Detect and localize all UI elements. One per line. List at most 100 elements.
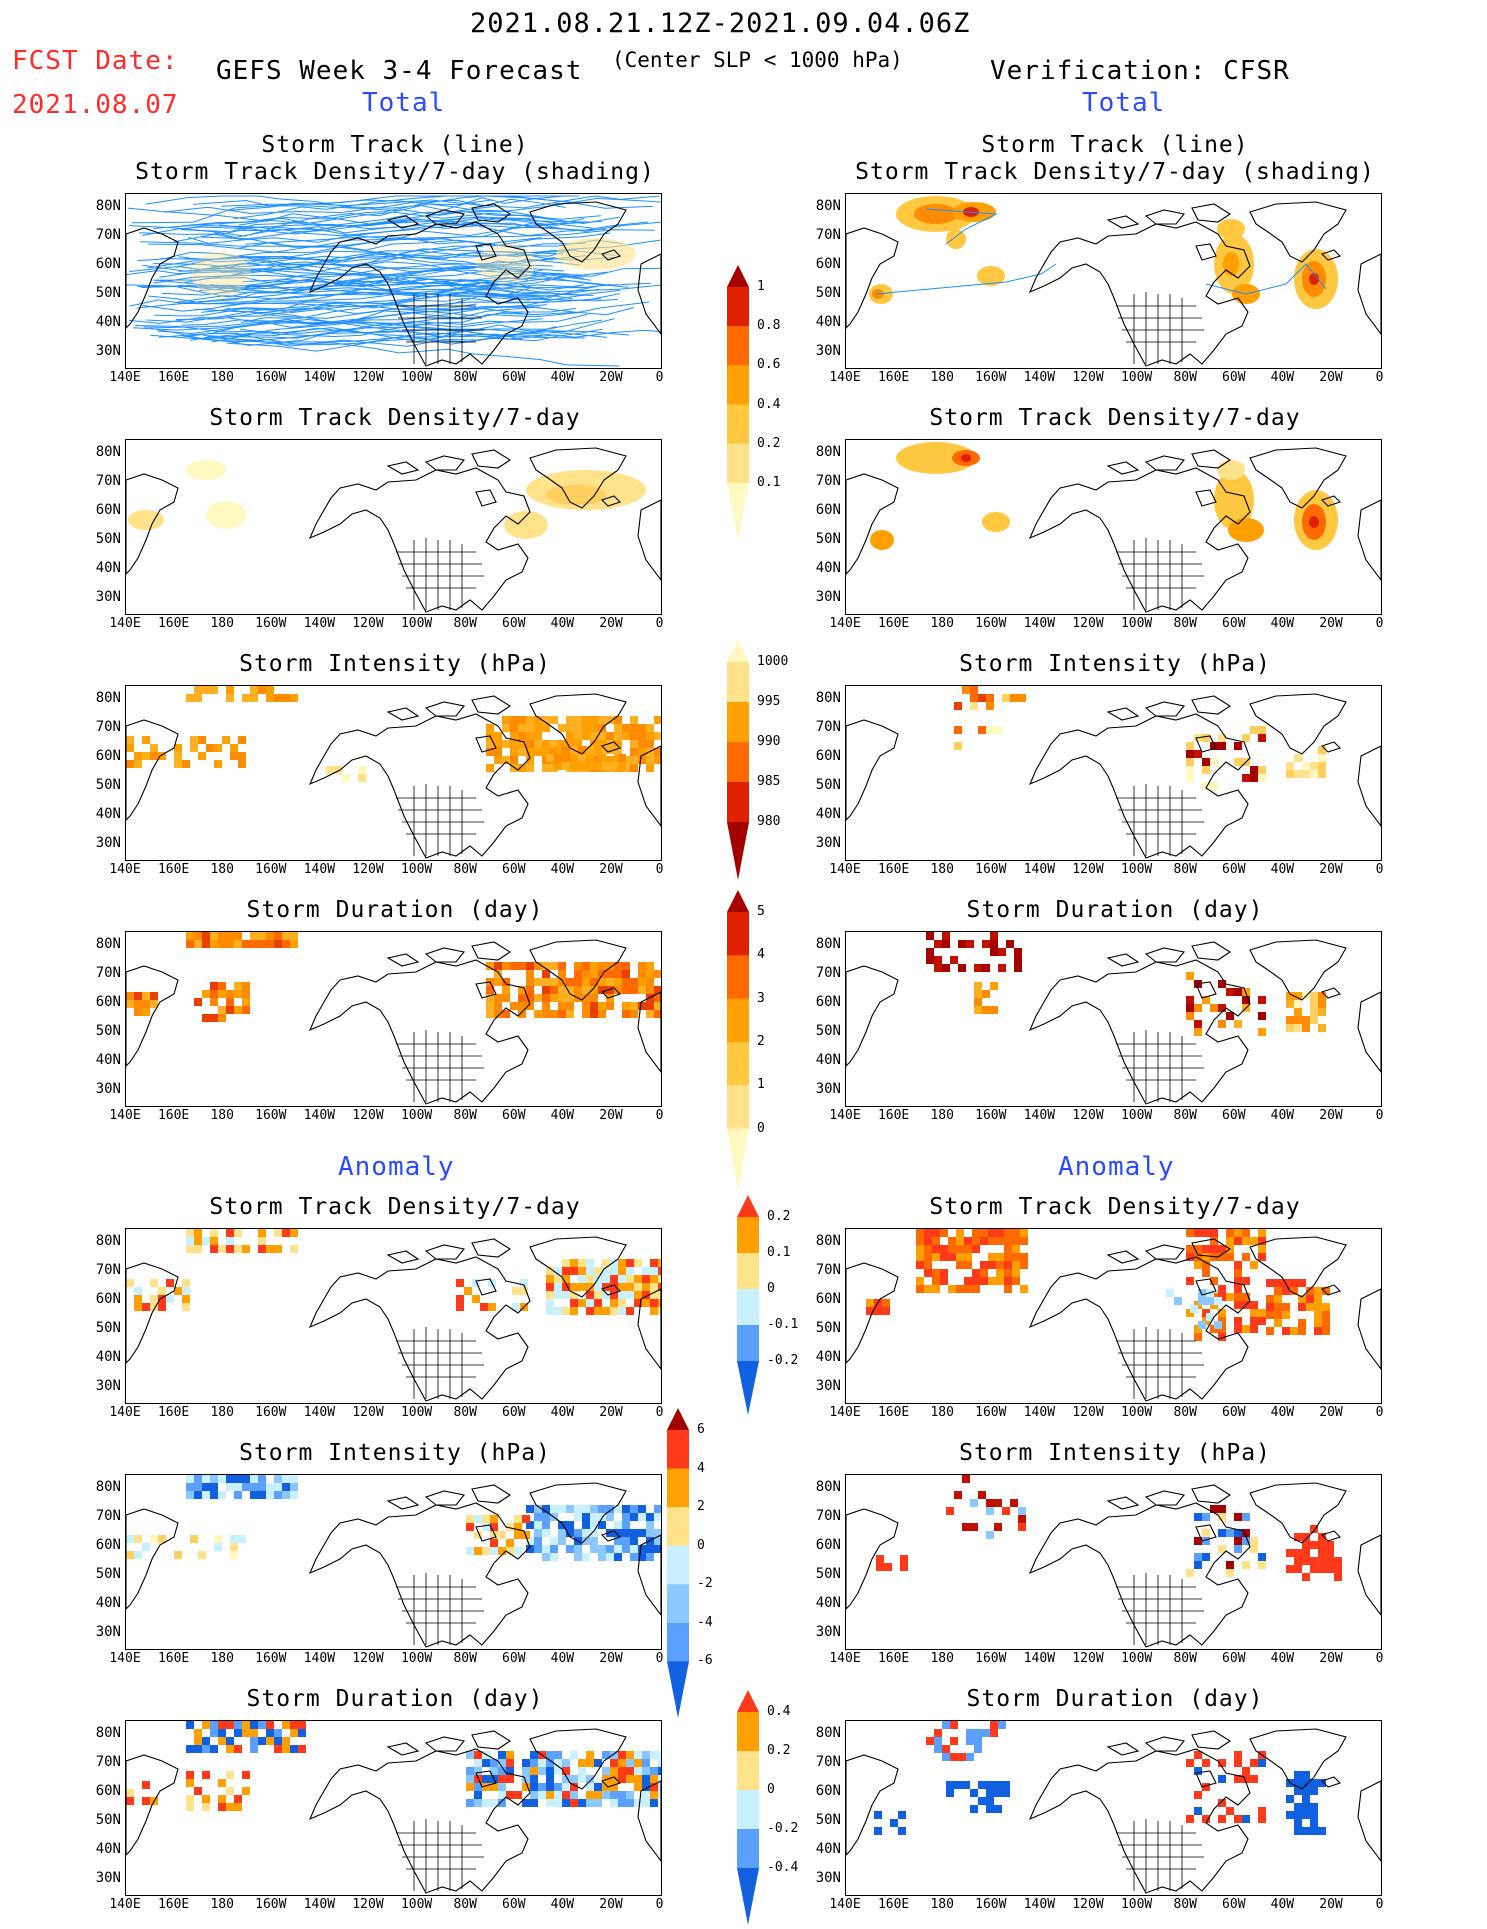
shaded-cell xyxy=(650,1267,658,1275)
shaded-cell xyxy=(1250,1537,1258,1545)
shaded-cell xyxy=(950,1737,958,1745)
shaded-cell xyxy=(174,1551,182,1559)
x-tick-label: 140W xyxy=(1023,1651,1056,1666)
shaded-cell xyxy=(526,1505,534,1513)
x-tick-label: 20W xyxy=(1319,1651,1343,1666)
shaded-cell xyxy=(290,1475,298,1483)
shaded-cell xyxy=(274,1745,282,1753)
shaded-cell xyxy=(1012,1269,1020,1277)
x-tick-label: 20W xyxy=(599,370,623,385)
coastline xyxy=(386,1742,420,1756)
coastline xyxy=(1357,991,1381,1073)
shaded-cell xyxy=(634,1799,642,1807)
storm-track-line xyxy=(1205,263,1327,295)
y-tick-label: 70N xyxy=(95,227,121,243)
shaded-cell xyxy=(554,1759,562,1767)
shaded-cell xyxy=(242,694,250,702)
shaded-cell xyxy=(494,732,502,740)
shaded-cell xyxy=(642,1751,650,1759)
shaded-cell xyxy=(972,1277,980,1285)
shaded-cell xyxy=(618,1751,626,1759)
shaded-cell xyxy=(606,756,614,764)
shaded-cell xyxy=(926,948,934,956)
shaded-cell xyxy=(482,1515,490,1523)
shaded-cell xyxy=(966,1737,974,1745)
density-blob xyxy=(206,501,246,529)
shaded-cell xyxy=(586,1775,594,1783)
shaded-cell xyxy=(142,736,150,744)
shaded-cell xyxy=(474,1547,482,1555)
shaded-cell xyxy=(1226,1237,1234,1245)
shaded-cell xyxy=(626,1751,634,1759)
coastline xyxy=(308,713,531,859)
shaded-cell xyxy=(574,1545,582,1553)
shaded-cell xyxy=(570,1791,578,1799)
shaded-cell xyxy=(658,1759,661,1767)
shaded-cell xyxy=(202,1475,210,1483)
shaded-cell xyxy=(606,740,614,748)
shaded-cell xyxy=(502,978,510,986)
shaded-cell xyxy=(1318,1024,1326,1032)
shaded-cell xyxy=(978,1797,986,1805)
coastline xyxy=(475,243,497,261)
storm-track-line xyxy=(145,195,494,211)
shaded-cell xyxy=(274,1737,282,1745)
shaded-cell xyxy=(566,1521,574,1529)
shaded-cell xyxy=(598,1002,606,1010)
shaded-cell xyxy=(1186,750,1194,758)
coastline xyxy=(386,215,420,229)
shaded-cell xyxy=(498,1751,506,1759)
shaded-cell xyxy=(242,1787,250,1795)
x-tick-label: 80W xyxy=(1173,1897,1197,1912)
shaded-cell xyxy=(282,1745,290,1753)
shaded-cell xyxy=(134,992,142,1000)
shaded-cell xyxy=(586,1267,594,1275)
shaded-cell xyxy=(234,990,242,998)
shaded-cell xyxy=(182,1279,190,1287)
shaded-cell xyxy=(1242,1277,1250,1285)
shaded-cell xyxy=(490,1515,498,1523)
x-tick-label: 120W xyxy=(1072,1651,1104,1666)
shaded-cell xyxy=(626,1267,634,1275)
density-blob xyxy=(1217,219,1245,239)
shaded-cell xyxy=(942,932,950,940)
coastline xyxy=(529,1482,627,1544)
shaded-cell xyxy=(594,1799,602,1807)
shaded-cell xyxy=(988,1229,996,1237)
shaded-cell xyxy=(942,1721,950,1729)
shaded-cell xyxy=(526,1002,534,1010)
shaded-cell xyxy=(602,1307,610,1315)
shaded-cell xyxy=(502,994,510,1002)
storm-track-line xyxy=(203,324,608,339)
shaded-cell xyxy=(514,1531,522,1539)
shaded-cell xyxy=(498,1791,506,1799)
y-tick-label: 70N xyxy=(815,1262,841,1278)
shaded-cell xyxy=(530,1751,538,1759)
y-tick-label: 80N xyxy=(95,1233,121,1249)
colorbar-segment xyxy=(737,1829,759,1869)
shaded-cell xyxy=(924,1269,932,1277)
shaded-cell xyxy=(598,1513,606,1521)
shaded-cell xyxy=(970,702,978,710)
coastline xyxy=(1106,215,1140,229)
shaded-cell xyxy=(562,1791,570,1799)
storm-track-line xyxy=(150,321,557,340)
shaded-cell xyxy=(594,1783,602,1791)
shaded-cell xyxy=(630,764,638,772)
shaded-cell xyxy=(1202,734,1210,742)
shaded-cell xyxy=(150,1000,158,1008)
x-tick-label: 20W xyxy=(599,616,623,631)
shaded-cell xyxy=(1186,1759,1194,1767)
shaded-cell xyxy=(258,932,266,940)
shaded-cell xyxy=(646,1002,654,1010)
y-tick-label: 70N xyxy=(95,473,121,489)
shaded-cell xyxy=(1274,1311,1282,1319)
colorbar-segment xyxy=(727,912,749,956)
shaded-cell xyxy=(218,940,226,948)
shaded-cell xyxy=(186,1491,194,1499)
shaded-cell xyxy=(642,1759,650,1767)
shaded-cell xyxy=(518,962,526,970)
shaded-cell xyxy=(642,1783,650,1791)
shaded-cell xyxy=(1234,1317,1242,1325)
shaded-cell xyxy=(182,1287,190,1295)
